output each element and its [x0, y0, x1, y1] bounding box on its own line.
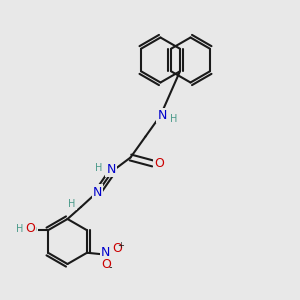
Text: O: O [101, 258, 111, 271]
Text: N: N [106, 163, 116, 176]
Text: -: - [108, 262, 112, 272]
Text: O: O [25, 222, 35, 235]
Text: H: H [170, 113, 178, 124]
Text: N: N [101, 246, 111, 259]
Text: H: H [95, 163, 103, 173]
Text: O: O [112, 242, 122, 255]
Text: O: O [155, 157, 164, 170]
Text: N: N [93, 185, 102, 199]
Text: +: + [117, 241, 124, 250]
Text: H: H [16, 224, 24, 234]
Text: N: N [157, 109, 167, 122]
Text: HO: HO [22, 225, 37, 235]
Text: H: H [68, 199, 76, 209]
